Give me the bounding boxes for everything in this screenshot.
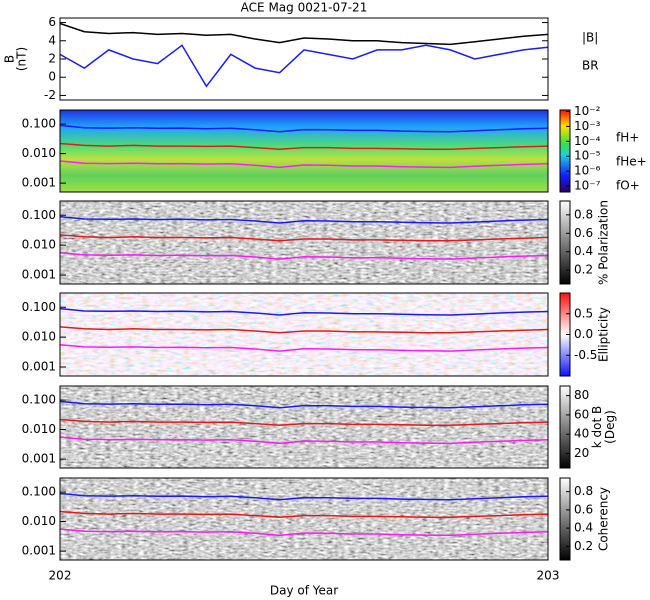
colorbar [559,109,571,193]
colorbar-label: k dot B [590,406,604,448]
y-tick-label: 0.100 [22,117,56,131]
plot-frame [59,292,549,377]
y-axis-label: (nT) [15,47,29,71]
legend-entry: fHe+ [616,155,647,169]
y-tick-label: 0.001 [22,360,56,374]
series-line [59,436,549,445]
y-tick-label: 0.100 [22,300,56,314]
plot-frame [59,477,549,561]
colorbar-tick-label: 0.4 [574,244,593,258]
series-line [59,307,549,316]
colorbar [559,200,571,285]
legend-entry: BR [582,59,599,73]
colorbar-label: (Deg) [603,410,617,444]
series-line [59,160,549,169]
y-tick-label: 0.010 [22,422,56,436]
y-tick-label: 4 [48,33,56,47]
colorbar-tick-label: 10⁻⁶ [574,164,601,178]
series-line [59,326,549,334]
series-line [59,343,549,352]
colorbar-tick-label: 10⁻² [574,104,601,118]
series-line [59,142,549,151]
series-line [59,528,549,537]
series-line [59,44,549,88]
plot-frame [59,109,549,193]
spectrogram-image [60,478,548,560]
x-axis-label: Day of Year [270,584,338,598]
colorbar-tick-label: -0.5 [574,348,597,362]
y-tick-label: 0.100 [22,393,56,407]
y-tick-label: 0 [48,70,56,84]
series-line [59,418,549,427]
y-tick-label: 0.010 [22,330,56,344]
colorbar-tick-label: 0.8 [574,484,593,498]
series-line [59,492,549,501]
colorbar-tick-label: 80 [574,388,589,402]
y-tick-label: 0.010 [22,146,56,160]
colorbar-tick-label: 0.4 [574,521,593,535]
spectrogram-image [60,386,548,468]
y-tick-label: -2 [44,88,56,102]
colorbar-tick-label: 10⁻⁷ [574,179,601,193]
colorbar-tick-label: 0.5 [574,306,593,320]
plot-frame [59,200,549,285]
plot-frame [59,17,549,101]
legend-entry: fO+ [616,179,640,193]
series-line [59,400,549,409]
series-line [59,510,549,519]
spectrogram-image [60,110,548,192]
colorbar-tick-label: 20 [574,446,589,460]
y-tick-label: 2 [48,52,56,66]
colorbar-tick-label: 0.6 [574,226,593,240]
y-tick-label: 0.001 [22,268,56,282]
y-tick-label: 0.100 [22,208,56,222]
colorbar-tick-label: 10⁻⁵ [574,149,601,163]
series-line [59,215,549,224]
colorbar-tick-label: 60 [574,407,589,421]
series-line [59,124,549,133]
spectrogram-image [60,201,548,284]
colorbar-tick-label: 0.6 [574,502,593,516]
series-line [59,251,549,260]
spectrogram-image [60,293,548,376]
colorbar [559,477,571,561]
y-tick-label: 0.001 [22,544,56,558]
colorbar-tick-label: 0.2 [574,539,593,553]
series-line [59,22,549,46]
y-tick-label: 0.001 [22,176,56,190]
colorbar-tick-label: 0.2 [574,263,593,277]
x-tick-label: 203 [537,569,560,583]
legend-entry: |B| [582,31,598,45]
colorbar-label: Coherency [597,487,611,551]
y-tick-label: 0.010 [22,238,56,252]
plot-frame [59,385,549,469]
y-axis-label: B [3,55,17,63]
series-line [59,234,549,242]
y-tick-label: 6 [48,15,56,29]
colorbar-label: % Polarization [597,200,611,285]
colorbar-tick-label: 10⁻⁴ [574,134,601,148]
colorbar-tick-label: 40 [574,427,589,441]
y-tick-label: 0.010 [22,514,56,528]
legend-entry: fH+ [616,131,639,145]
colorbar [559,385,571,469]
y-tick-label: 0.001 [22,452,56,466]
colorbar-tick-label: 0.8 [574,207,593,221]
y-tick-label: 0.100 [22,485,56,499]
x-tick-label: 202 [49,569,72,583]
colorbar-label: Ellipticity [597,307,611,362]
colorbar-tick-label: 0.0 [574,327,593,341]
colorbar-tick-label: 10⁻³ [574,119,601,133]
chart-title: ACE Mag 0021-07-21 [241,1,368,15]
